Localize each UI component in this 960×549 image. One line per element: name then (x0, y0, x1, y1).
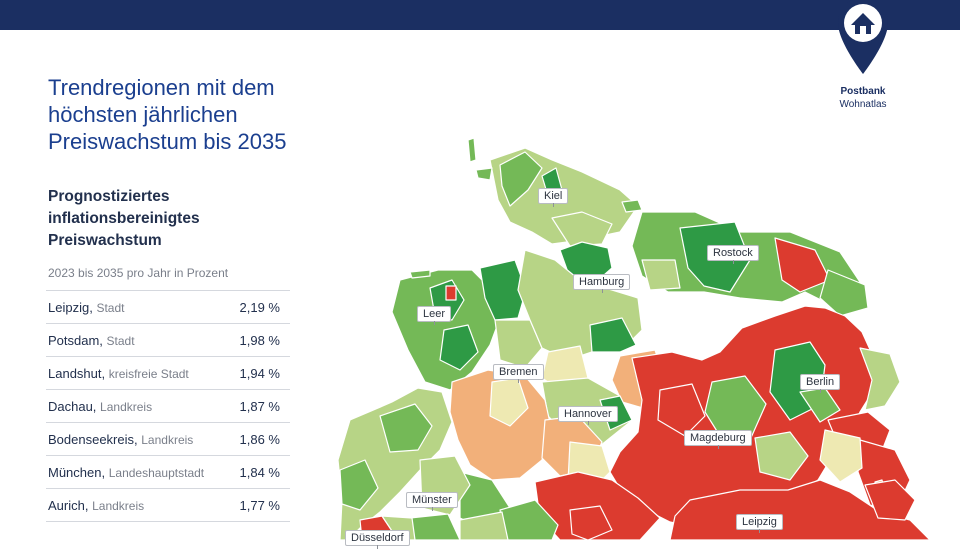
city-label-duesseldorf: Düsseldorf (345, 530, 410, 549)
city-label-leipzig: Leipzig (736, 514, 783, 533)
map-region (379, 403, 433, 453)
region-name: München, Landeshauptstadt (48, 465, 205, 480)
region-type: Landkreis (100, 400, 153, 414)
growth-value: 1,86 % (239, 432, 280, 447)
ranking-row: Aurich, Landkreis 1,77 % (46, 488, 290, 522)
growth-value: 1,84 % (239, 465, 280, 480)
ranking-table: Leipzig, Stadt 2,19 % Potsdam, Stadt 1,9… (46, 290, 290, 522)
region-type: Landkreis (141, 433, 194, 447)
map-region (819, 429, 863, 483)
map-region (569, 505, 613, 541)
ranking-row: Dachau, Landkreis 1,87 % (46, 389, 290, 422)
map-region (859, 347, 901, 411)
region-type: kreisfreie Stadt (108, 367, 189, 381)
ranking-row: Landshut, kreisfreie Stadt 1,94 % (46, 356, 290, 389)
city-label-kiel: Kiel (538, 188, 569, 207)
region-name: Aurich, Landkreis (48, 498, 145, 513)
map-region (409, 513, 461, 541)
growth-value: 1,98 % (239, 333, 280, 348)
region-type: Stadt (96, 301, 125, 315)
brand-subname: Wohnatlas (839, 99, 887, 110)
map-region (551, 211, 613, 247)
map-region (864, 479, 916, 521)
map-region (589, 317, 637, 353)
location-pin-house-icon (838, 0, 888, 74)
page-title: Trendregionen mit dem höchsten jährliche… (48, 75, 287, 154)
map-region (621, 199, 643, 213)
growth-value: 2,19 % (239, 300, 280, 315)
brand-name: Postbank (840, 86, 886, 97)
map-region (479, 259, 527, 321)
city-label-rostock: Rostock (707, 245, 759, 264)
germany-choropleth-map: Kiel Rostock Hamburg Leer Bremen Berlin … (320, 120, 960, 549)
region-name: Landshut, kreisfreie Stadt (48, 366, 189, 381)
map-region (657, 383, 706, 437)
region-type: Landkreis (92, 499, 145, 513)
region-name: Bodenseekreis, Landkreis (48, 432, 194, 447)
map-regions (337, 137, 931, 541)
map-region (754, 431, 809, 481)
top-bar (0, 0, 960, 30)
map-region (475, 167, 493, 181)
map-region (409, 269, 431, 279)
region-name: Dachau, Landkreis (48, 399, 153, 414)
region-type: Stadt (106, 334, 135, 348)
map-region (339, 459, 379, 511)
growth-value: 1,87 % (239, 399, 280, 414)
period-note: 2023 bis 2035 pro Jahr in Prozent (48, 266, 229, 280)
city-label-bremen: Bremen (493, 364, 544, 383)
map-region (499, 151, 543, 207)
map-region (439, 324, 479, 371)
map-region (819, 269, 869, 317)
region-name: Potsdam, Stadt (48, 333, 135, 348)
region-type: Landeshauptstadt (108, 466, 205, 480)
ranking-row: Bodenseekreis, Landkreis 1,86 % (46, 422, 290, 455)
city-label-leer: Leer (417, 306, 452, 325)
city-label-magdeburg: Magdeburg (684, 430, 752, 449)
city-label-hannover: Hannover (558, 406, 618, 425)
map-region (494, 319, 543, 369)
ranking-row: Potsdam, Stadt 1,98 % (46, 323, 290, 356)
map-region (467, 137, 477, 163)
city-label-muenster: Münster (406, 492, 458, 511)
region-name: Leipzig, Stadt (48, 300, 125, 315)
growth-value: 1,77 % (239, 498, 280, 513)
city-label-hamburg: Hamburg (573, 274, 631, 293)
table-heading: Prognostiziertes inflationsbereinigtes P… (48, 188, 200, 249)
map-region (641, 259, 681, 291)
ranking-row: München, Landeshauptstadt 1,84 % (46, 455, 290, 488)
postbank-wohnatlas-logo: Postbank Wohnatlas (818, 0, 908, 115)
map-region (445, 285, 457, 301)
map-region (774, 237, 831, 293)
city-label-berlin: Berlin (800, 374, 841, 393)
growth-value: 1,94 % (239, 366, 280, 381)
ranking-row: Leipzig, Stadt 2,19 % (46, 290, 290, 323)
